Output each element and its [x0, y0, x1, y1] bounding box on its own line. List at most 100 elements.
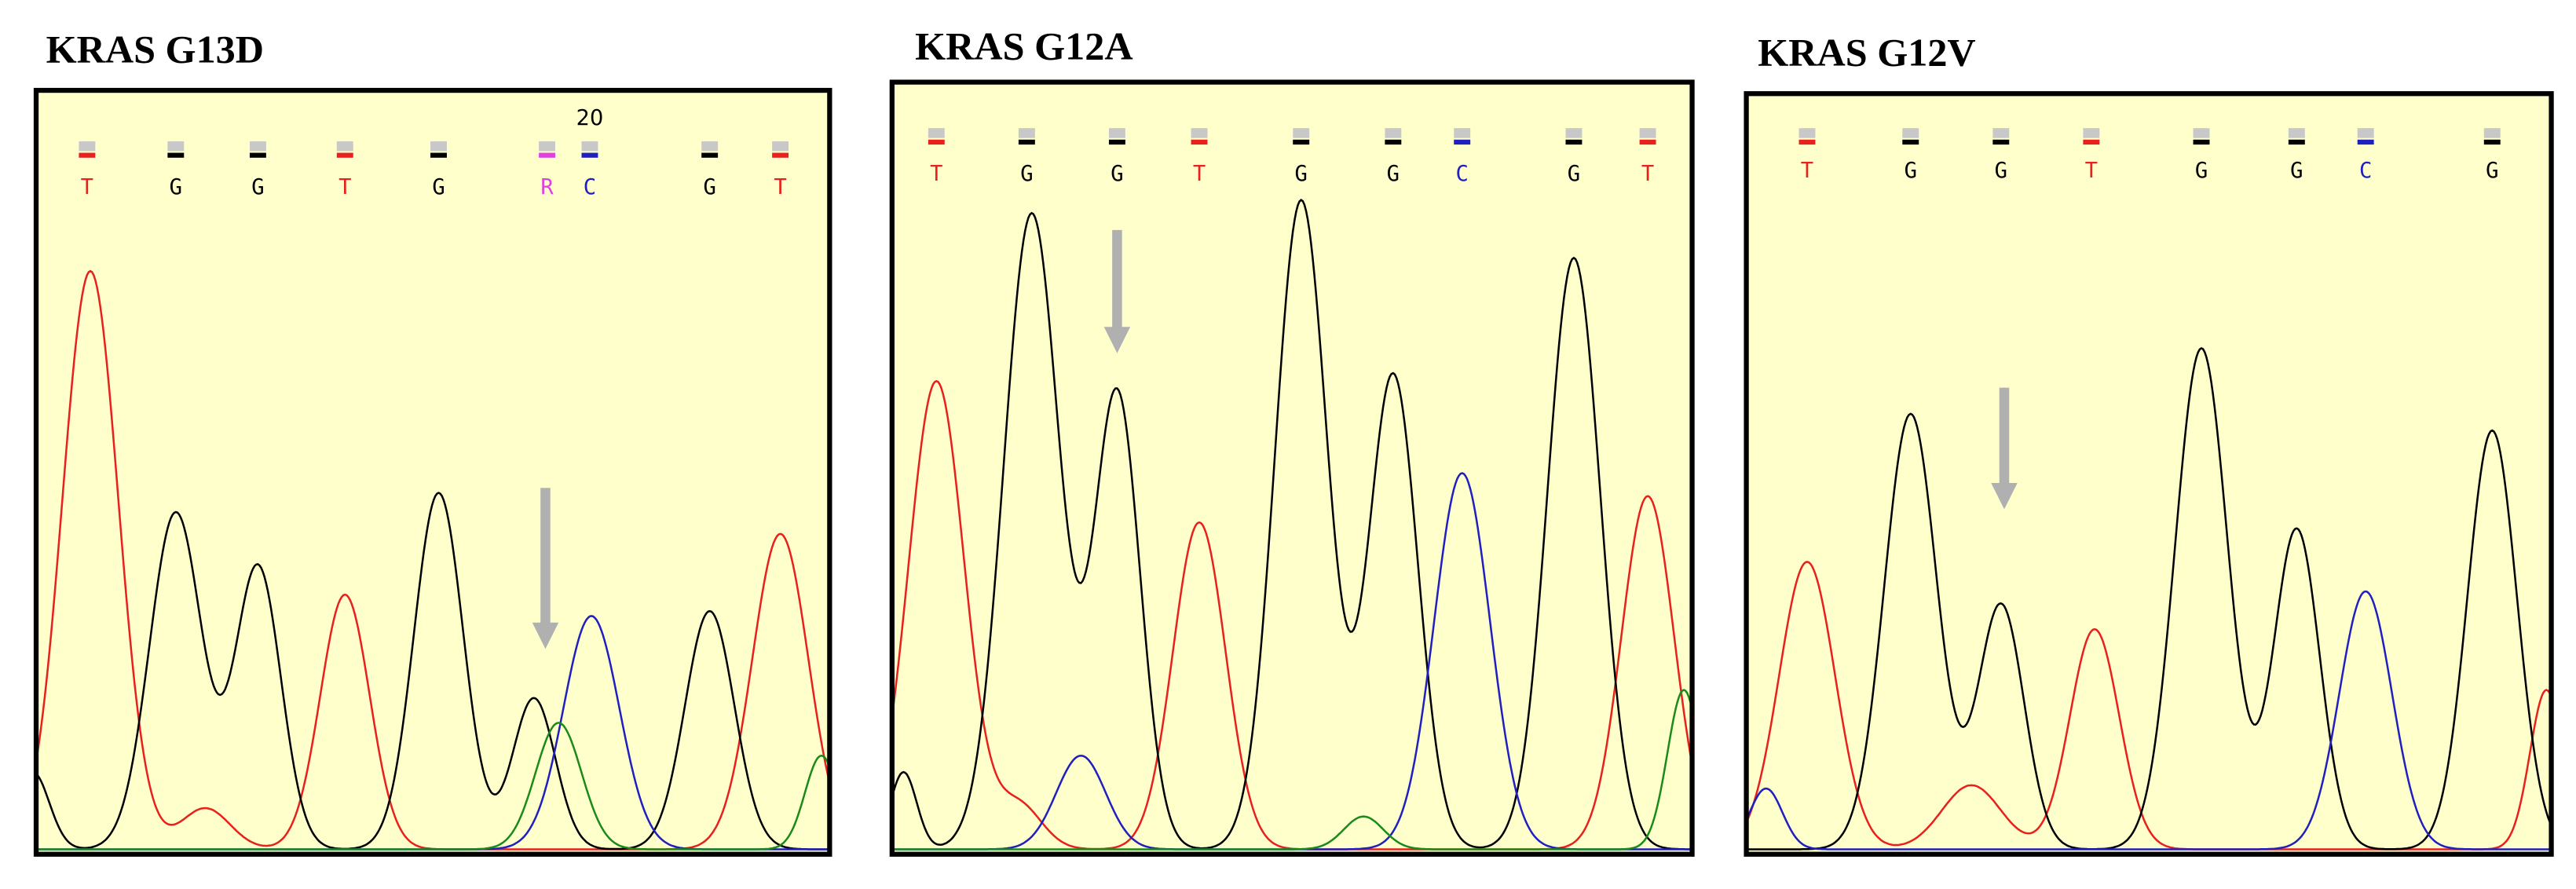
base-quality [928, 128, 945, 138]
panel-title: KRAS G12V [1758, 31, 1975, 75]
base-quality [2483, 128, 2501, 138]
base-call: G [2290, 159, 2303, 183]
base-marker [1385, 139, 1402, 145]
base-quality [430, 141, 447, 152]
base-marker [1454, 139, 1471, 145]
traces [1746, 347, 2552, 851]
base-marker [2193, 139, 2210, 145]
base-quality [2193, 128, 2210, 138]
chromatogram-panel: KRAS G13D T G G T G R C G T 20 [33, 27, 832, 857]
base-quality [1565, 128, 1583, 138]
trace [36, 722, 830, 851]
base-call: T [774, 175, 786, 199]
base-marker [1798, 139, 1816, 145]
chromatogram-panel: KRAS G12V T G G T G G C G [1744, 31, 2554, 857]
base-call: G [1995, 159, 2007, 183]
base-call: G [1568, 162, 1580, 186]
base-marker [2357, 139, 2374, 145]
trace [891, 198, 1692, 851]
base-marker [336, 152, 353, 158]
base-call: T [930, 162, 942, 186]
base-call: T [1193, 162, 1206, 186]
base-marker [1191, 139, 1208, 145]
base-marker [1018, 139, 1035, 145]
base-call: T [81, 175, 93, 199]
panel-background [891, 82, 1692, 854]
base-quality [336, 141, 353, 152]
base-quality [1798, 128, 1816, 138]
base-call: T [1641, 162, 1654, 186]
panel-border [33, 87, 832, 857]
base-quality [2288, 128, 2305, 138]
base-quality [79, 141, 96, 152]
base-marker [2288, 139, 2305, 145]
base-call: G [1295, 162, 1308, 186]
base-marker [581, 152, 598, 158]
base-marker [1293, 139, 1310, 145]
trace [1746, 561, 2552, 851]
base-call: R [540, 175, 554, 199]
panel-background [1746, 93, 2552, 854]
base-call: T [338, 175, 351, 199]
base-marker [539, 152, 556, 158]
base-marker [430, 152, 447, 158]
base-quality [1191, 128, 1208, 138]
base-quality [581, 141, 598, 152]
base-marker [1902, 139, 1919, 145]
trace [1746, 590, 2552, 851]
base-quality [1293, 128, 1310, 138]
chromatogram-panel: KRAS G12A T G G T G G C G T [889, 24, 1695, 857]
base-call: G [703, 175, 715, 199]
base-call: G [1020, 162, 1033, 186]
panel-background [36, 90, 830, 854]
base-marker [1108, 139, 1125, 145]
base-quality [2357, 128, 2374, 138]
base-call: G [251, 175, 264, 199]
panel-title: KRAS G12A [915, 24, 1132, 68]
base-marker [772, 152, 789, 158]
base-call: G [170, 175, 182, 199]
base-quality [167, 141, 185, 152]
panel-border [1744, 91, 2554, 857]
panel-border [889, 79, 1695, 857]
base-quality [1992, 128, 2010, 138]
base-quality [1639, 128, 1656, 138]
panel-title: KRAS G13D [46, 27, 264, 71]
base-quality [1108, 128, 1125, 138]
base-quality [1902, 128, 1919, 138]
position-label: 20 [576, 106, 604, 130]
base-quality [772, 141, 789, 152]
trace [36, 492, 830, 851]
base-quality [249, 141, 266, 152]
base-call: G [432, 175, 445, 199]
base-call: G [2486, 159, 2498, 183]
base-marker [2083, 139, 2100, 145]
base-quality [539, 141, 556, 152]
trace [1746, 347, 2552, 851]
base-marker [701, 152, 719, 158]
base-marker [1565, 139, 1583, 145]
arrow-head [1103, 327, 1131, 353]
base-call: C [1456, 162, 1469, 186]
base-call: T [1801, 159, 1813, 183]
base-call: T [2085, 159, 2098, 183]
base-quality [701, 141, 719, 152]
base-marker [928, 139, 945, 145]
base-call: C [584, 175, 596, 199]
base-call: G [1387, 162, 1400, 186]
base-call: G [1905, 159, 1917, 183]
arrow-head [532, 622, 559, 649]
base-quality [1385, 128, 1402, 138]
base-quality [2083, 128, 2100, 138]
base-quality [1018, 128, 1035, 138]
base-marker [167, 152, 185, 158]
base-marker [1639, 139, 1656, 145]
traces [36, 269, 830, 851]
base-call: C [2359, 159, 2372, 183]
traces [891, 198, 1692, 851]
base-call: G [1111, 162, 1123, 186]
base-marker [1992, 139, 2010, 145]
base-call: G [2195, 159, 2208, 183]
